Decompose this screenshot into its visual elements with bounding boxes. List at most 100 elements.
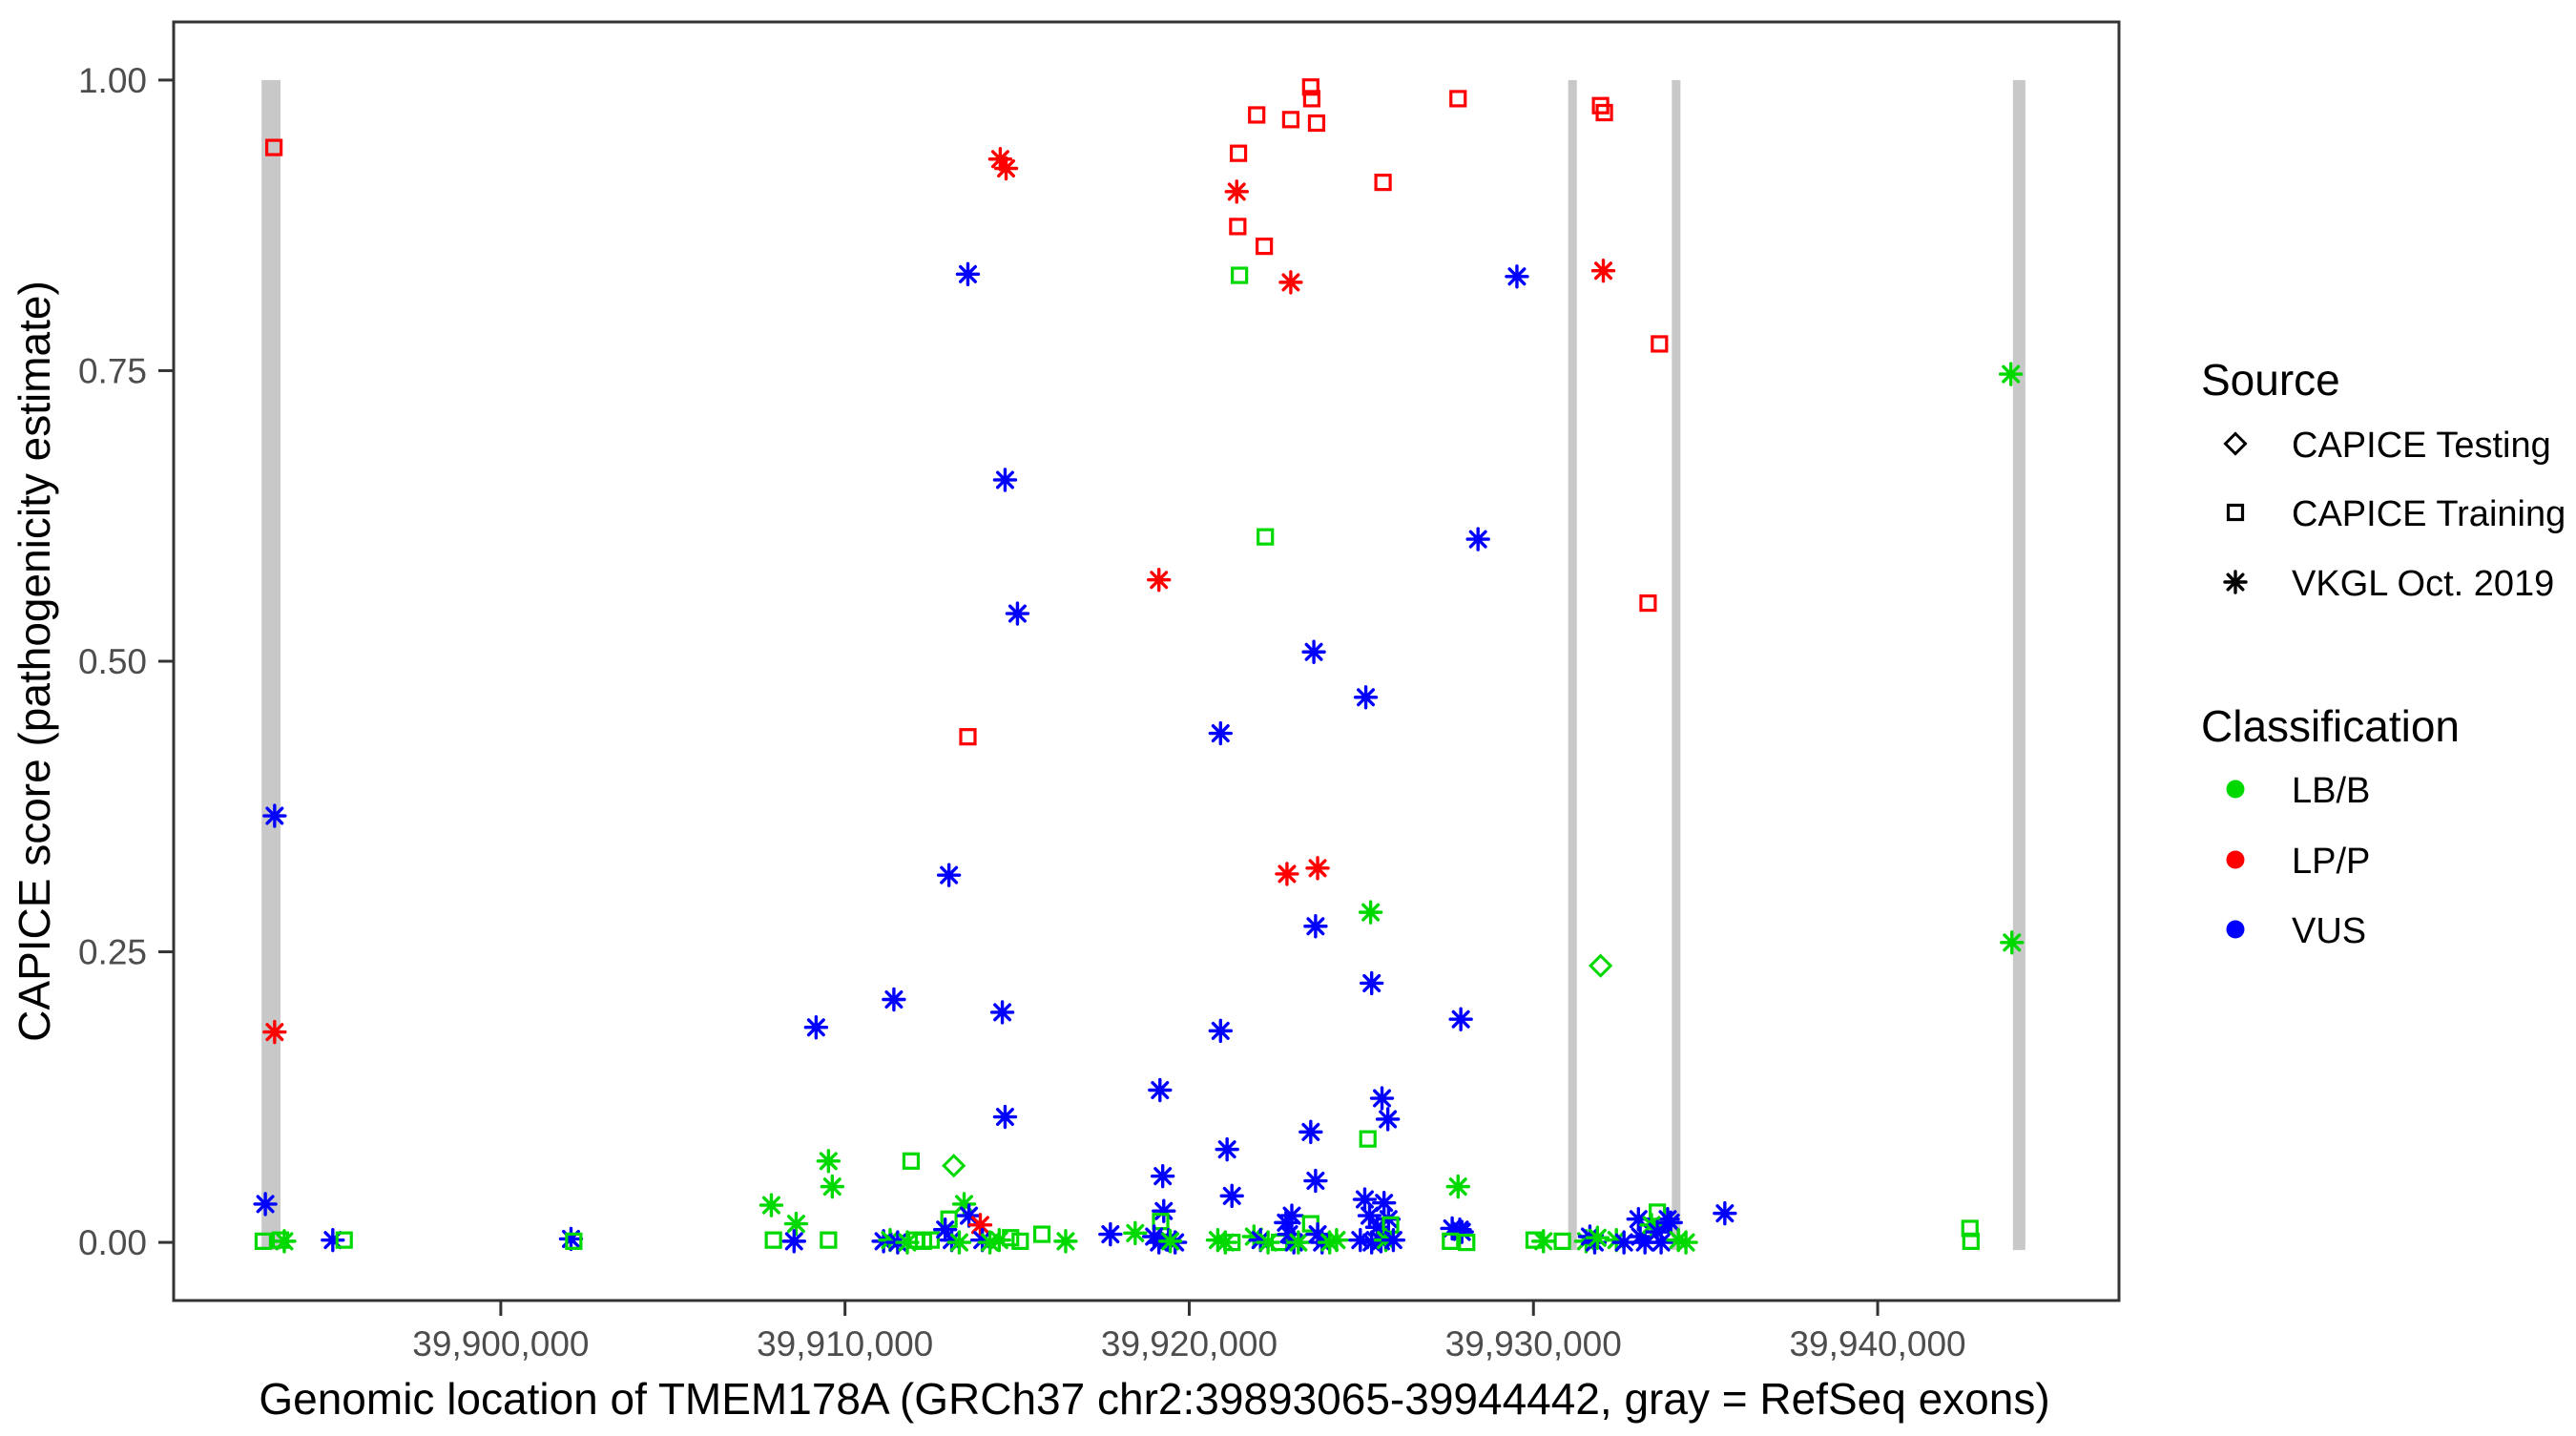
data-point xyxy=(1359,1130,1377,1148)
data-point xyxy=(781,1229,806,1254)
y-axis-tick-label: 0.00 xyxy=(78,1223,147,1262)
data-point xyxy=(1307,114,1326,133)
data-point xyxy=(1352,1187,1378,1212)
data-point xyxy=(1364,1215,1390,1239)
data-point xyxy=(936,863,962,887)
data-points-layer xyxy=(253,78,2025,1255)
data-point xyxy=(1442,1232,1460,1250)
legend-source-item-label: VKGL Oct. 2019 xyxy=(2292,564,2554,604)
data-point xyxy=(1651,335,1669,353)
data-point xyxy=(1588,953,1613,978)
data-point xyxy=(1375,1107,1401,1132)
refseq-exon-bars xyxy=(261,79,2025,1251)
legend-color-dot-icon xyxy=(2226,780,2245,799)
data-point xyxy=(2000,930,2025,955)
data-point xyxy=(783,1211,809,1237)
data-point xyxy=(1275,862,1299,886)
legend-source-item-label: CAPICE Training xyxy=(2292,494,2566,534)
exon-bar xyxy=(1568,79,1577,1251)
data-point xyxy=(1053,1229,1078,1254)
data-point xyxy=(1248,106,1266,124)
data-point xyxy=(262,1019,287,1045)
data-point xyxy=(1595,103,1613,122)
data-point xyxy=(951,1192,977,1217)
legend-classification-item-label: VUS xyxy=(2292,911,2366,951)
data-point xyxy=(1215,1136,1239,1162)
data-point xyxy=(1223,1233,1241,1252)
data-point xyxy=(1604,1227,1629,1253)
y-axis-tick-label: 1.00 xyxy=(78,61,147,100)
data-point xyxy=(1224,179,1249,204)
data-point xyxy=(1278,270,1303,295)
legend-color-dot-icon xyxy=(2226,850,2245,869)
exon-bar xyxy=(1672,79,1681,1251)
data-point xyxy=(1458,1233,1476,1252)
data-point xyxy=(1531,1229,1556,1254)
data-point xyxy=(1658,1210,1683,1236)
data-point xyxy=(969,1227,995,1253)
data-point xyxy=(1002,1229,1020,1247)
y-axis-title: CAPICE score (pathogenicity estimate) xyxy=(10,281,59,1042)
data-point xyxy=(335,1231,353,1249)
y-axis-tick-label: 0.75 xyxy=(78,351,147,390)
data-point xyxy=(1961,1219,1979,1238)
data-point xyxy=(1357,1203,1382,1228)
data-point xyxy=(1317,1230,1342,1255)
data-point xyxy=(1229,144,1248,162)
data-point xyxy=(1303,1168,1328,1194)
data-point xyxy=(1157,1229,1183,1254)
x-axis-title: Genomic location of TMEM178A (GRCh37 chr… xyxy=(259,1374,2049,1424)
data-point xyxy=(1301,639,1326,664)
data-point xyxy=(1281,111,1300,129)
data-point xyxy=(1298,1119,1323,1145)
data-point xyxy=(1447,1217,1472,1242)
data-point xyxy=(1274,1210,1298,1236)
data-point xyxy=(1449,90,1467,108)
data-point xyxy=(942,1154,966,1178)
data-point xyxy=(1305,856,1330,881)
legend-classification-title: Classification xyxy=(2201,701,2460,751)
data-point xyxy=(254,1232,273,1250)
data-point xyxy=(939,1227,965,1253)
data-point xyxy=(946,1230,972,1255)
x-axis-tick-label: 39,910,000 xyxy=(757,1324,933,1363)
legend-square-icon xyxy=(2226,503,2245,522)
data-point xyxy=(1302,90,1321,108)
data-point xyxy=(1147,568,1172,593)
data-point xyxy=(253,1192,278,1217)
data-point xyxy=(1553,1232,1571,1250)
data-point xyxy=(1374,174,1392,192)
data-point xyxy=(1358,900,1383,925)
data-point xyxy=(1639,593,1657,613)
data-point xyxy=(558,1226,584,1252)
data-point xyxy=(1590,258,1616,283)
data-point xyxy=(977,1230,1003,1255)
data-point xyxy=(265,138,283,156)
data-point xyxy=(1032,1225,1051,1243)
data-point xyxy=(1241,1224,1266,1249)
data-point xyxy=(922,1231,940,1249)
data-point xyxy=(1305,1221,1330,1247)
data-point xyxy=(1123,1220,1148,1246)
legend: Source CAPICE Testing CAPICE Training VKGL… xyxy=(2201,355,2566,951)
data-point xyxy=(1673,1230,1698,1255)
data-point xyxy=(1626,1207,1651,1232)
data-point xyxy=(902,1152,921,1170)
data-point xyxy=(1348,1227,1373,1253)
data-point xyxy=(1666,1227,1691,1253)
data-point xyxy=(1301,78,1319,96)
data-point xyxy=(1277,1221,1301,1247)
data-point xyxy=(1353,685,1379,710)
x-axis-tick-label: 39,940,000 xyxy=(1789,1324,1965,1363)
data-point xyxy=(803,1015,829,1040)
data-point xyxy=(1505,264,1529,289)
data-point xyxy=(987,1227,1012,1253)
data-point xyxy=(959,728,977,746)
data-point xyxy=(1645,1219,1670,1244)
y-axis-tick-label: 0.25 xyxy=(78,933,147,972)
data-point xyxy=(1632,1230,1657,1255)
data-point xyxy=(1381,1216,1400,1234)
